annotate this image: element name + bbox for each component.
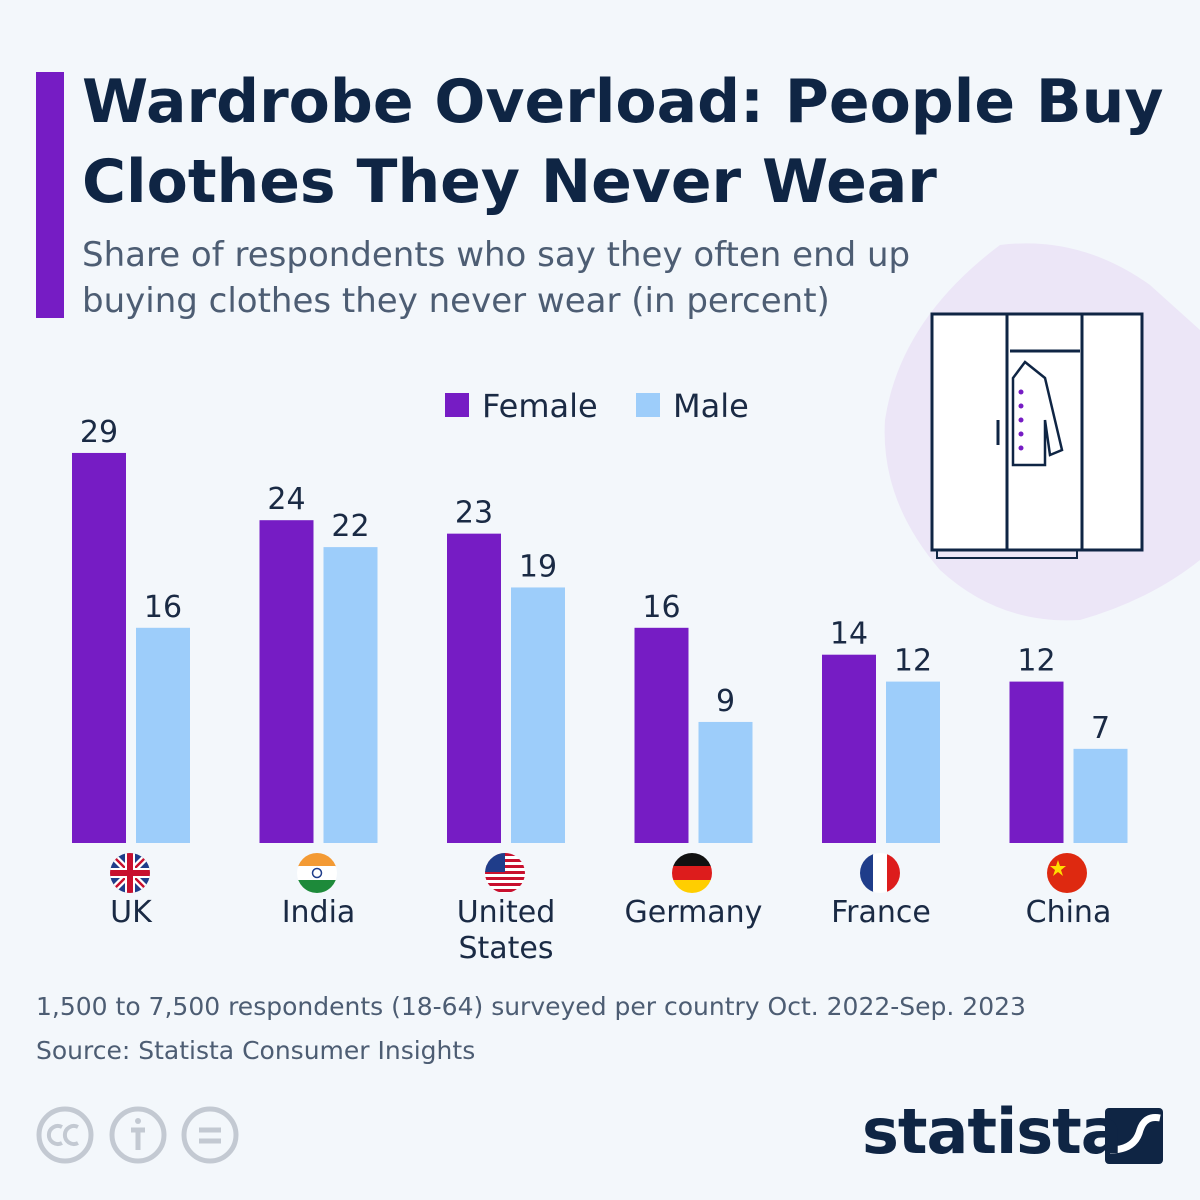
bar bbox=[886, 681, 940, 843]
flag-us bbox=[485, 853, 525, 893]
wardrobe-illustration bbox=[884, 243, 1200, 621]
legend-swatch bbox=[636, 393, 660, 417]
legend-label: Female bbox=[482, 387, 598, 425]
value-label: 14 bbox=[830, 617, 868, 652]
category-label: UK bbox=[110, 895, 152, 930]
flag-uk bbox=[110, 853, 150, 893]
value-label: 12 bbox=[894, 644, 932, 679]
bar bbox=[323, 547, 378, 843]
bar bbox=[698, 721, 753, 843]
value-label: 16 bbox=[144, 590, 182, 625]
category-label: China bbox=[1025, 895, 1112, 930]
bar bbox=[447, 533, 501, 843]
chart-subtitle: Share of respondents who say they often … bbox=[82, 235, 911, 321]
accent-bar bbox=[36, 72, 64, 318]
category-label: India bbox=[281, 895, 356, 930]
brand-icon bbox=[1105, 1108, 1163, 1164]
value-label: 29 bbox=[80, 415, 118, 450]
chart-title: Wardrobe Overload: People Buy Clothes Th… bbox=[82, 67, 1164, 217]
bar bbox=[259, 520, 314, 843]
value-label: 16 bbox=[642, 590, 680, 625]
legend-label: Male bbox=[673, 387, 749, 425]
flag-germany bbox=[672, 853, 712, 893]
note: 1,500 to 7,500 respondents (18-64) surve… bbox=[36, 992, 1026, 1021]
brand-logo: statista bbox=[862, 1095, 1123, 1168]
license-icons bbox=[36, 1106, 239, 1164]
bar bbox=[634, 627, 689, 843]
bar bbox=[511, 587, 565, 843]
value-label: 12 bbox=[1017, 644, 1055, 679]
value-label: 22 bbox=[331, 509, 369, 544]
flag-china bbox=[1047, 853, 1087, 893]
category-label: France bbox=[831, 895, 931, 930]
flag-france bbox=[860, 853, 900, 893]
bar bbox=[822, 654, 876, 843]
category-label: Germany bbox=[624, 895, 763, 930]
bar bbox=[136, 627, 190, 843]
legend-swatch bbox=[445, 393, 469, 417]
bar bbox=[1073, 748, 1128, 843]
value-label: 7 bbox=[1091, 711, 1110, 746]
value-label: 24 bbox=[267, 482, 305, 517]
value-label: 23 bbox=[455, 496, 493, 531]
flag-india bbox=[297, 853, 337, 893]
value-label: 19 bbox=[519, 549, 557, 584]
source: Source: Statista Consumer Insights bbox=[36, 1036, 476, 1065]
value-label: 9 bbox=[716, 684, 735, 719]
category-label: United States bbox=[456, 895, 556, 966]
bar bbox=[1009, 681, 1064, 843]
bar bbox=[72, 452, 126, 843]
